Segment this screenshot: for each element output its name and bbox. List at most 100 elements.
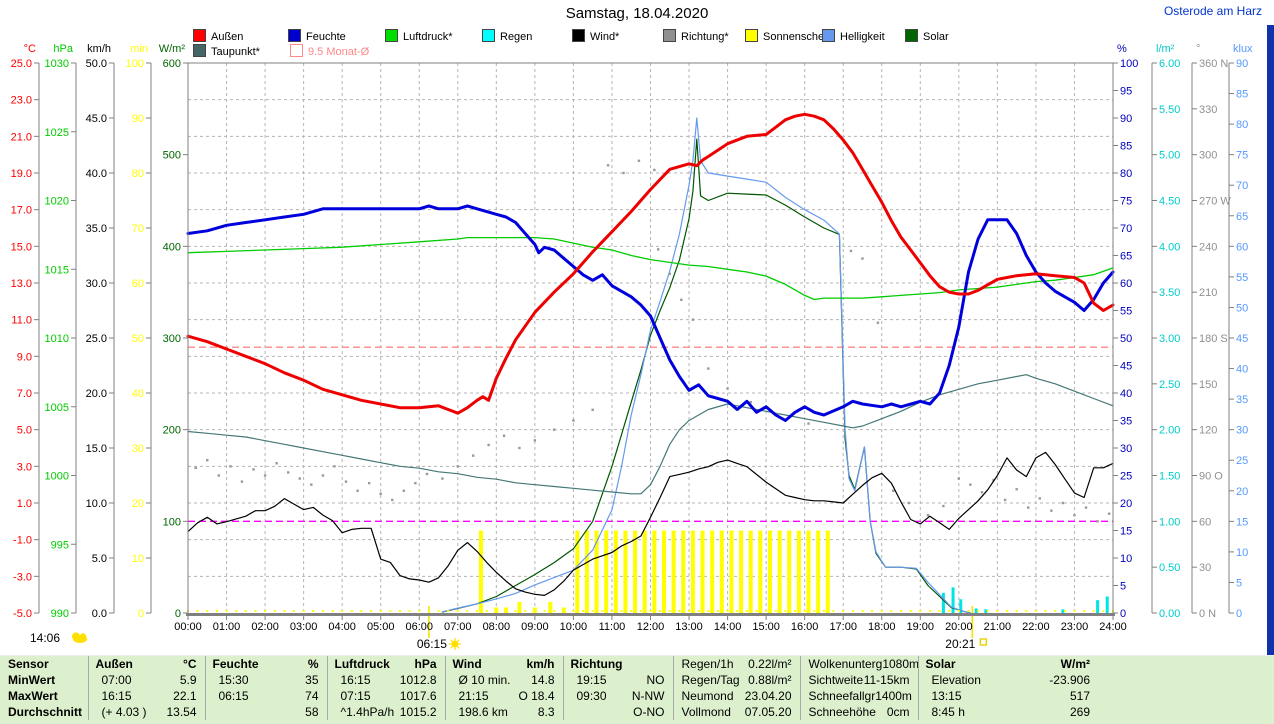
stats-label: 07:00	[101, 673, 132, 687]
svg-text:300: 300	[1199, 150, 1217, 162]
svg-text:70: 70	[1236, 180, 1248, 192]
svg-text:3.0: 3.0	[17, 461, 32, 473]
svg-text:75: 75	[1236, 150, 1248, 162]
svg-text:4.00: 4.00	[1159, 241, 1180, 253]
svg-text:990: 990	[51, 608, 69, 620]
stats-value: 1080m	[882, 657, 918, 671]
stats-cell	[1098, 672, 1274, 688]
stats-label: Regen/Tag	[681, 673, 740, 687]
svg-text:15.0: 15.0	[11, 241, 32, 253]
svg-text:5.0: 5.0	[17, 425, 32, 437]
svg-text:22:00: 22:00	[1022, 621, 1050, 633]
stats-value	[665, 657, 673, 671]
stats-cell: Schneefallgr 1400m	[799, 688, 918, 704]
legend-item-regen: Regen	[482, 29, 533, 43]
legend-item-9-5-monat: 9.5 Monat-Ø	[290, 44, 369, 58]
svg-text:90 O: 90 O	[1199, 471, 1223, 483]
page-title: Samstag, 18.04.2020	[565, 5, 709, 22]
legend-swatch-icon	[482, 29, 495, 42]
svg-text:01:00: 01:00	[213, 621, 241, 633]
svg-text:5.00: 5.00	[1159, 150, 1180, 162]
stats-cell: Neumond 23.04.20	[672, 688, 800, 704]
svg-text:23:00: 23:00	[1061, 621, 1089, 633]
stats-label: 15:30	[218, 673, 249, 687]
svg-text:klux: klux	[1233, 43, 1253, 55]
svg-text:7.0: 7.0	[17, 388, 32, 400]
stats-label: Schneefallgr	[808, 689, 876, 703]
stats-value: hPa	[414, 657, 437, 671]
legend-item-richtung: Richtung*	[663, 29, 729, 43]
svg-text:W/m²: W/m²	[159, 43, 186, 55]
location-link[interactable]: Osterode am Harz	[1163, 4, 1262, 18]
stats-label: Luftdruck	[334, 657, 390, 671]
stats-cell: MinWert	[0, 672, 88, 688]
stats-cell: MaxWert	[0, 688, 88, 704]
svg-text:40: 40	[1236, 364, 1248, 376]
svg-text:23.0: 23.0	[11, 95, 32, 107]
svg-text:13:00: 13:00	[675, 621, 703, 633]
svg-text:100: 100	[163, 516, 181, 528]
svg-text:12:00: 12:00	[637, 621, 665, 633]
svg-text:30: 30	[132, 443, 144, 455]
stats-label: Ø 10 min.	[458, 673, 511, 687]
svg-text:120: 120	[1199, 425, 1217, 437]
window-border	[1267, 25, 1274, 655]
svg-text:50: 50	[1236, 302, 1248, 314]
legend-label: Sonnenschein	[763, 31, 833, 43]
svg-text:5: 5	[1236, 577, 1242, 589]
svg-text:25: 25	[1120, 471, 1132, 483]
cloud-icon	[72, 632, 87, 643]
legend-item-taupunkt: Taupunkt*	[193, 44, 260, 58]
svg-text:65: 65	[1236, 211, 1248, 223]
stats-cell: Elevation -23.906	[917, 672, 1098, 688]
legend-label: Taupunkt*	[211, 46, 260, 58]
stats-cell: 09:30 N-NW	[562, 688, 673, 704]
svg-text:100: 100	[126, 58, 144, 70]
svg-text:10: 10	[1236, 547, 1248, 559]
stats-value: °C	[183, 657, 197, 671]
stats-cell: Wolkenunterg 1080m	[799, 656, 918, 672]
stats-value: 58	[305, 705, 319, 719]
svg-text:18:00: 18:00	[868, 621, 896, 633]
stats-value: 1017.6	[399, 689, 437, 703]
svg-text:1.0: 1.0	[17, 498, 32, 510]
stats-value: W/m²	[1060, 657, 1090, 671]
sunrise-sun-icon	[448, 638, 461, 650]
stats-cell: Wind km/h	[444, 656, 563, 672]
svg-text:20:00: 20:00	[945, 621, 973, 633]
svg-text:21:00: 21:00	[984, 621, 1012, 633]
svg-text:15: 15	[1236, 516, 1248, 528]
svg-text:0: 0	[138, 608, 144, 620]
svg-text:35.0: 35.0	[86, 223, 107, 235]
svg-text:20: 20	[1120, 498, 1132, 510]
svg-text:06:00: 06:00	[405, 621, 433, 633]
stats-value: O-NO	[633, 705, 665, 719]
stats-label: 16:15	[101, 689, 132, 703]
legend-label: Luftdruck*	[403, 31, 453, 43]
stats-label: 198.6 km	[458, 705, 508, 719]
legend-label: Regen	[500, 31, 533, 43]
stats-cell: Schneehöhe 0cm	[799, 704, 918, 720]
svg-text:16:00: 16:00	[791, 621, 819, 633]
svg-text:80: 80	[1120, 168, 1132, 180]
svg-text:-1.0: -1.0	[13, 535, 32, 547]
legend-swatch-icon	[193, 44, 206, 57]
stats-cell	[1098, 688, 1274, 704]
svg-text:24:00: 24:00	[1099, 621, 1127, 633]
svg-text:15.0: 15.0	[86, 443, 107, 455]
svg-text:80: 80	[132, 168, 144, 180]
svg-text:30: 30	[1120, 443, 1132, 455]
svg-text:55: 55	[1120, 306, 1132, 318]
svg-text:1.00: 1.00	[1159, 516, 1180, 528]
stats-value: 23.04.20	[744, 689, 792, 703]
stats-label: (+ 4.03 )	[101, 705, 147, 719]
svg-text:0: 0	[1236, 608, 1242, 620]
legend-item-luftdruck: Luftdruck*	[385, 29, 453, 43]
stats-cell: 16:15 22.1	[87, 688, 205, 704]
svg-text:04:00: 04:00	[328, 621, 356, 633]
svg-text:0: 0	[175, 608, 181, 620]
legend-swatch-icon	[290, 44, 303, 57]
svg-text:20:21: 20:21	[945, 637, 975, 651]
stats-label: 16:15	[340, 673, 371, 687]
svg-text:02:00: 02:00	[251, 621, 279, 633]
